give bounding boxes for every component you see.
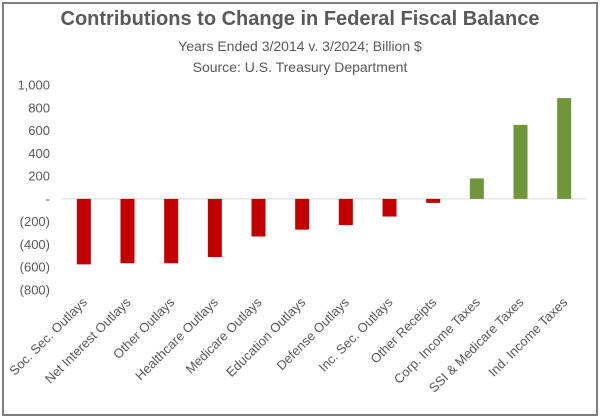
y-tick-label: 800 [28, 100, 50, 115]
bar [382, 198, 397, 217]
y-tick-label: (800) [20, 283, 50, 298]
bars [76, 98, 572, 265]
bar [120, 198, 135, 264]
chart-title: Contributions to Change in Federal Fisca… [60, 8, 540, 30]
x-tick-label: Education Outlays [223, 294, 309, 380]
y-tick-label: 600 [28, 123, 50, 138]
x-tick-label: Ind. Income Taxes [485, 294, 570, 379]
bar [426, 198, 441, 203]
bar [338, 198, 353, 226]
y-tick-label: - [46, 191, 50, 206]
bar [251, 198, 266, 237]
y-tick-label: (600) [20, 260, 50, 275]
y-axis: 1,000 800 600 400 200 - (200) (400) (600) (800) [17, 78, 50, 298]
bar [295, 198, 310, 230]
y-tick-label: 1,000 [17, 78, 50, 93]
bar [76, 198, 91, 265]
chart-subtitle: Years Ended 3/2014 v. 3/2024; Billion $ [178, 38, 422, 54]
x-tick-label: Medicare Outlays [182, 294, 264, 376]
y-tick-label: (200) [20, 214, 50, 229]
y-tick-label: (400) [20, 237, 50, 252]
x-tick-label: Inc. Sec. Outlays [316, 294, 396, 374]
y-tick-label: 200 [28, 169, 50, 184]
bar [513, 124, 528, 199]
bar [164, 198, 179, 264]
bar [469, 178, 484, 199]
y-tick-label: 400 [28, 146, 50, 161]
bar [207, 198, 222, 257]
x-tick-label: Healthcare Outlays [132, 294, 221, 383]
x-tick-label: Soc. Sec. Outlays [6, 294, 90, 378]
chart-source: Source: U.S. Treasury Department [192, 59, 408, 75]
bar [557, 98, 572, 199]
